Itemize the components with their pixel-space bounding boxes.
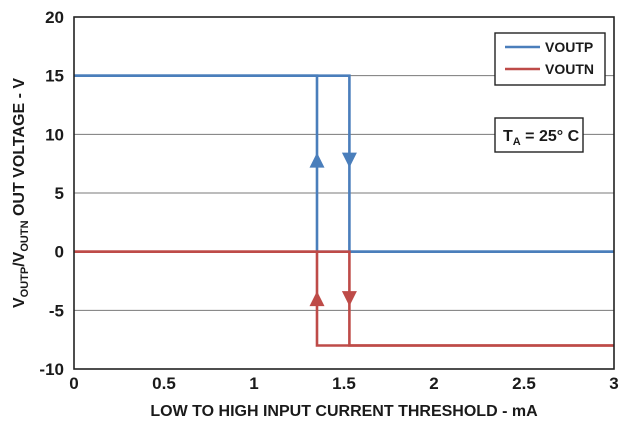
x-tick-label: 1.5 (332, 374, 356, 393)
legend-label-voutn: VOUTN (545, 61, 594, 77)
x-tick-label: 1 (249, 374, 258, 393)
series-line-voutn-rising (74, 250, 614, 347)
y-axis-title-v1: V (11, 297, 28, 308)
y-axis-title-slash: /V (11, 251, 28, 266)
arrow-down-voutn (341, 291, 357, 307)
x-tick-label: 3 (609, 374, 618, 393)
y-tick-label: 20 (45, 8, 64, 27)
x-tick-label: 0 (69, 374, 78, 393)
series-line-voutp-falling (74, 74, 614, 253)
x-axis-title: LOW TO HIGH INPUT CURRENT THRESHOLD - mA (150, 403, 538, 420)
arrow-down-voutp (341, 152, 357, 168)
legend-label-voutp: VOUTP (545, 39, 593, 55)
y-tick-label: 5 (55, 184, 64, 203)
annotation-box (494, 117, 584, 153)
series-line-voutp-rising (74, 74, 614, 253)
y-tick-label: 10 (45, 125, 64, 144)
series-lines (74, 74, 614, 347)
y-tick-label: 0 (55, 243, 64, 262)
annotation-text: TA = 25° C (503, 128, 580, 148)
x-tick-label: 2 (429, 374, 438, 393)
y-axis-title-suffix: OUT VOLTAGE - V (11, 78, 28, 221)
annotation-t: T (503, 128, 513, 145)
y-tick-label: -5 (49, 301, 64, 320)
y-axis-title-sub2: OUTN (19, 220, 31, 251)
y-axis-title-sub1: OUTP (19, 267, 31, 298)
temperature-annotation: TA = 25° C (494, 117, 584, 153)
series-line-voutn-falling (74, 250, 614, 347)
y-axis-title: VOUTP/VOUTN OUT VOLTAGE - V (11, 78, 31, 308)
legend-box (494, 32, 606, 86)
y-tick-label: 15 (45, 67, 64, 86)
y-tick-label: -10 (39, 360, 64, 379)
annotation-rest: = 25° C (521, 128, 580, 145)
grid (74, 75, 614, 311)
arrow-up-voutp (309, 152, 325, 168)
annotation-sub-a: A (513, 136, 521, 148)
x-tick-label: 0.5 (152, 374, 176, 393)
legend: VOUTP VOUTN (494, 32, 606, 86)
tick-labels: -10 -5 0 5 10 15 20 0 0.5 1 1.5 2 2.5 3 (39, 8, 618, 393)
arrow-up-voutn (309, 291, 325, 307)
x-tick-label: 2.5 (512, 374, 536, 393)
plot-frame (73, 16, 615, 370)
